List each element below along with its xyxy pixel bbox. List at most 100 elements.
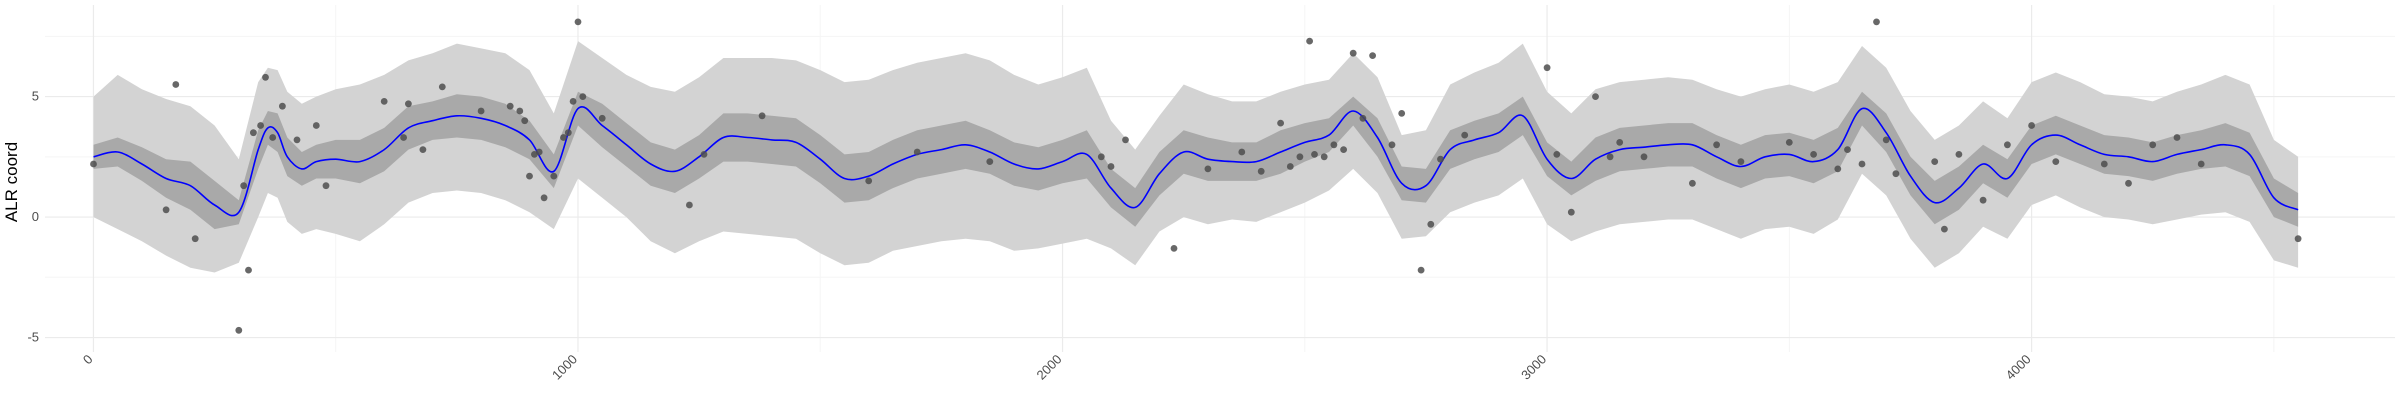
data-point	[550, 172, 558, 180]
data-point	[1606, 153, 1614, 161]
data-point	[535, 148, 543, 156]
data-point	[1567, 208, 1575, 216]
data-point	[569, 98, 577, 105]
data-point	[438, 83, 446, 91]
data-point	[400, 134, 407, 141]
data-point	[279, 102, 286, 110]
data-point	[2100, 160, 2108, 168]
data-point	[579, 93, 587, 100]
data-point	[162, 206, 170, 214]
data-point	[1398, 110, 1406, 117]
data-point	[1320, 153, 1328, 161]
data-point	[1286, 163, 1294, 170]
data-point	[1306, 37, 1313, 45]
data-point	[2149, 141, 2157, 149]
y-tick-label: 5	[32, 89, 39, 104]
data-point	[312, 122, 320, 129]
data-point	[1170, 245, 1178, 252]
x-tick-label: 2000	[1034, 351, 1065, 382]
data-point	[1737, 158, 1745, 166]
data-point	[2052, 158, 2060, 166]
data-point	[1340, 146, 1347, 154]
data-point	[240, 182, 248, 190]
y-tick-label: -5	[27, 330, 39, 345]
data-point	[758, 112, 766, 120]
x-tick-label: 0	[80, 352, 96, 368]
data-point	[257, 122, 264, 129]
data-point	[1858, 160, 1866, 168]
y-axis-title: ALR coord	[2, 142, 21, 222]
data-point	[2028, 122, 2035, 129]
data-point	[506, 102, 514, 110]
data-point	[293, 136, 301, 144]
x-tick-label: 4000	[2003, 352, 2034, 383]
line-layer	[93, 106, 2299, 217]
data-point	[2197, 160, 2205, 168]
data-point	[477, 107, 485, 115]
data-point	[1931, 158, 1939, 166]
data-point	[564, 129, 572, 137]
data-point	[405, 100, 412, 108]
data-point	[516, 107, 524, 115]
data-point	[2125, 179, 2132, 187]
data-point	[1955, 151, 1963, 158]
data-point	[865, 177, 873, 185]
data-point	[1882, 136, 1890, 144]
data-point	[90, 160, 97, 168]
data-point	[1640, 153, 1648, 161]
y-tick-label: 0	[32, 209, 39, 224]
data-point	[1277, 119, 1284, 127]
data-point	[380, 98, 388, 105]
data-point	[1359, 114, 1367, 122]
data-point	[1941, 225, 1948, 233]
data-point	[235, 326, 243, 334]
data-point	[269, 134, 277, 141]
data-point	[521, 117, 529, 125]
data-point	[1427, 220, 1435, 228]
data-point	[1834, 165, 1842, 173]
data-point	[2173, 134, 2181, 141]
data-point	[1543, 64, 1551, 72]
data-point	[1107, 163, 1115, 170]
data-point	[1296, 153, 1304, 161]
data-point	[1097, 153, 1105, 161]
data-point	[1257, 167, 1265, 175]
data-point	[1873, 18, 1880, 26]
data-point	[1122, 136, 1129, 144]
data-point	[1369, 52, 1376, 59]
data-point	[2294, 235, 2302, 243]
data-point	[419, 146, 427, 154]
data-point	[686, 201, 693, 209]
point-layer	[90, 18, 2302, 334]
data-point	[1349, 49, 1357, 57]
data-point	[322, 182, 330, 190]
data-point	[1330, 141, 1338, 149]
data-point	[1979, 196, 1987, 204]
data-point	[1713, 141, 1720, 149]
data-point	[540, 194, 548, 202]
data-point	[986, 158, 994, 166]
data-point	[1461, 131, 1469, 139]
data-point	[1238, 148, 1246, 156]
inner-credible-band	[93, 91, 2299, 230]
data-point	[1892, 170, 1900, 178]
data-point	[560, 134, 567, 141]
data-point	[598, 114, 606, 122]
data-point	[1311, 151, 1318, 158]
data-point	[526, 172, 533, 180]
data-point	[191, 235, 199, 243]
band-layer	[93, 41, 2299, 273]
data-point	[1553, 151, 1561, 158]
data-point	[1592, 93, 1599, 100]
data-point	[1437, 155, 1444, 163]
x-tick-label: 3000	[1518, 352, 1549, 383]
data-point	[1844, 146, 1851, 154]
data-point	[700, 151, 708, 158]
data-point	[262, 73, 269, 81]
data-point	[1616, 139, 1624, 146]
mean-line	[93, 106, 2299, 217]
data-point	[250, 129, 257, 137]
data-point	[1417, 266, 1425, 274]
